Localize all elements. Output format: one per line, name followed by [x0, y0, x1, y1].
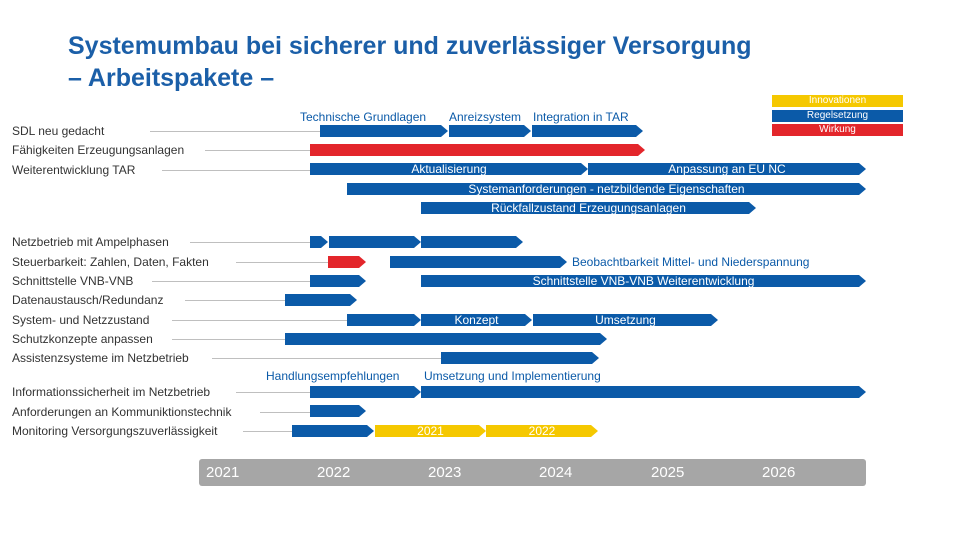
gantt-bar-2022: 2022	[486, 425, 598, 437]
title-line-2: – Arbeitspakete –	[68, 64, 275, 92]
row-leader-line	[172, 339, 285, 340]
year-label-2025: 2025	[651, 464, 685, 481]
annotation-technische-grundlagen: Technische Grundlagen	[300, 110, 427, 124]
row-leader-line	[212, 358, 441, 359]
row-label-schutzkonzepte: Schutzkonzepte anpassen	[12, 332, 153, 346]
gantt-bar-2021: 2021	[375, 425, 486, 437]
annotation-anreizsystem: Anreizsystem	[449, 110, 522, 124]
gantt-bar-anpassung: Anpassung an EU NC	[588, 163, 866, 175]
row-leader-line	[236, 392, 310, 393]
gantt-bar-umsetzung: Umsetzung	[533, 314, 718, 326]
gantt-bar	[310, 405, 366, 417]
row-leader-line	[152, 281, 310, 282]
row-label-tar: Weiterentwicklung TAR	[12, 163, 136, 177]
gantt-bar	[421, 236, 523, 248]
row-label-sdl: SDL neu gedacht	[12, 124, 105, 138]
annotation-beobachtbarkeit: Beobachtbarkeit Mittel- und Niederspannu…	[572, 255, 810, 269]
year-label-2026: 2026	[762, 464, 796, 481]
gantt-bar	[390, 256, 567, 268]
year-label-2022: 2022	[317, 464, 351, 481]
annotation-umsetzung-implementierung: Umsetzung und Implementierung	[424, 369, 601, 383]
row-leader-line	[260, 412, 310, 413]
page-title: Systemumbau bei sicherer und zuverlässig…	[68, 30, 888, 94]
gantt-bar	[310, 275, 366, 287]
gantt-bar	[449, 125, 531, 137]
timeline-axis: 2021 2022 2023 2024 2025 2026	[199, 459, 866, 486]
row-leader-line	[205, 150, 310, 151]
year-label-2023: 2023	[428, 464, 462, 481]
legend-wirkung: Wirkung	[772, 124, 903, 136]
gantt-bar	[532, 125, 643, 137]
legend-innovationen: Innovationen	[772, 95, 903, 107]
row-label-systemzustand: System- und Netzzustand	[12, 313, 150, 327]
gantt-bar	[310, 386, 421, 398]
row-leader-line	[190, 242, 310, 243]
legend-regelsetzung: Regelsetzung	[772, 110, 903, 122]
gantt-bar	[421, 386, 866, 398]
row-label-schnittstelle: Schnittstelle VNB-VNB	[12, 274, 134, 288]
gantt-bar	[310, 236, 328, 248]
row-label-ampel: Netzbetrieb mit Ampelphasen	[12, 235, 169, 249]
row-leader-line	[150, 131, 320, 132]
row-leader-line	[243, 431, 292, 432]
annotation-handlungsempfehlungen: Handlungsempfehlungen	[266, 369, 400, 383]
row-leader-line	[162, 170, 310, 171]
gantt-bar-schnittstelle-weiterentwicklung: Schnittstelle VNB-VNB Weiterentwicklung	[421, 275, 866, 287]
gantt-bar	[320, 125, 448, 137]
year-label-2021: 2021	[206, 464, 240, 481]
gantt-bar	[285, 294, 357, 306]
gantt-bar	[329, 236, 421, 248]
annotation-integration-tar: Integration in TAR	[533, 110, 629, 124]
row-leader-line	[172, 320, 347, 321]
row-label-informationssicherheit: Informationssicherheit im Netzbetrieb	[12, 385, 211, 399]
row-label-kommunikation: Anforderungen an Kommuniktionstechnik	[12, 405, 232, 419]
gantt-bar-rueckfallzustand: Rückfallzustand Erzeugungsanlagen	[421, 202, 756, 214]
row-label-datenaustausch: Datenaustausch/Redundanz	[12, 293, 164, 307]
gantt-bar	[310, 144, 645, 156]
row-label-steuerbarkeit: Steuerbarkeit: Zahlen, Daten, Fakten	[12, 255, 209, 269]
gantt-bar	[285, 333, 607, 345]
row-label-monitoring: Monitoring Versorgungszuverlässigkeit	[12, 424, 218, 438]
row-label-assistenz: Assistenzsysteme im Netzbetrieb	[12, 351, 189, 365]
gantt-bar-aktualisierung: Aktualisierung	[310, 163, 588, 175]
gantt-bar-systemanforderungen: Systemanforderungen - netzbildende Eigen…	[347, 183, 866, 195]
gantt-bar-konzept: Konzept	[421, 314, 532, 326]
gantt-bar	[441, 352, 599, 364]
row-leader-line	[236, 262, 328, 263]
gantt-bar	[347, 314, 421, 326]
year-label-2024: 2024	[539, 464, 573, 481]
row-label-faehigkeiten: Fähigkeiten Erzeugungsanlagen	[12, 143, 185, 157]
title-line-1: Systemumbau bei sicherer und zuverlässig…	[68, 32, 752, 60]
gantt-bar	[328, 256, 366, 268]
row-leader-line	[185, 300, 285, 301]
gantt-bar	[292, 425, 374, 437]
